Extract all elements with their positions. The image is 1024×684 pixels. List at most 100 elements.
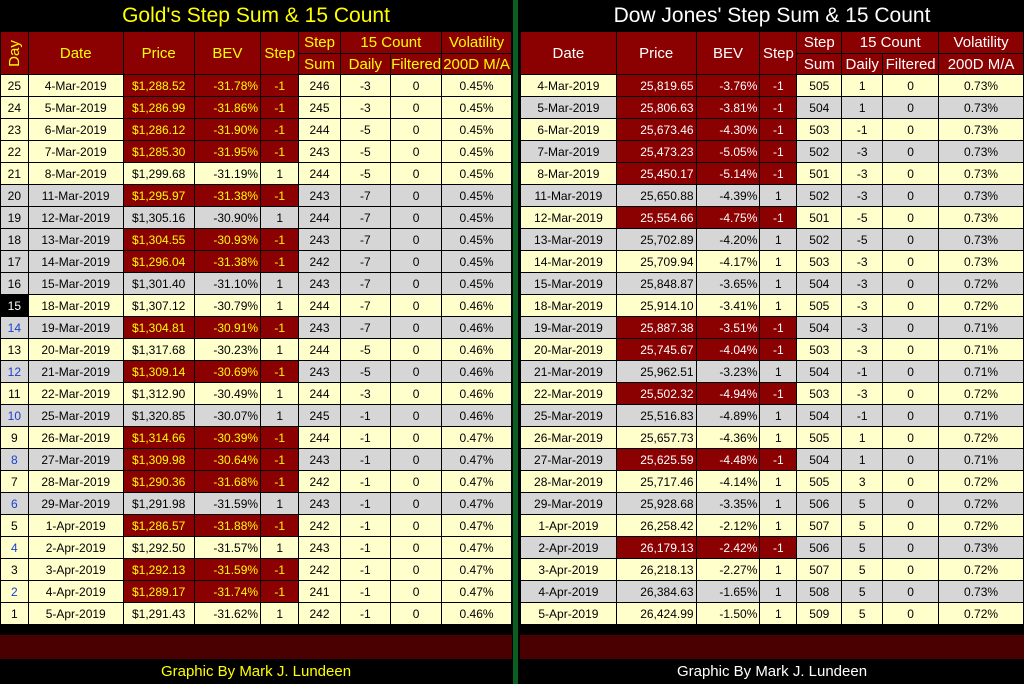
volatility-cell: 0.45% [441, 162, 512, 185]
day-cell: 4 [0, 536, 29, 559]
bev-cell: -4.04% [695, 338, 761, 361]
daily-count-cell: -5 [339, 118, 392, 141]
table-row: 27-Mar-2019 25,625.59 -4.48% -1 504 1 0 0.71% [520, 448, 1024, 471]
step-cell: -1 [759, 338, 798, 361]
step-sum-cell: 506 [796, 536, 843, 559]
volatility-cell: 0.45% [441, 140, 512, 163]
gold-volatility-header-bottom: 200D M/A [441, 53, 512, 75]
step-cell: -1 [260, 118, 300, 141]
table-row: 11 22-Mar-2019 $1,312.90 -30.49% 1 244 -3 0 0.46… [0, 382, 512, 405]
daily-count-cell: -1 [339, 580, 392, 603]
step-cell: -1 [759, 316, 798, 339]
volatility-cell: 0.46% [441, 316, 512, 339]
price-cell: 25,806.63 [615, 96, 697, 119]
filtered-count-cell: 0 [882, 118, 940, 141]
volatility-cell: 0.45% [441, 250, 512, 273]
daily-count-cell: -1 [339, 602, 392, 625]
step-cell: 1 [759, 470, 798, 493]
daily-count-cell: -3 [841, 272, 884, 295]
date-cell: 4-Mar-2019 [520, 74, 617, 97]
bev-cell: -31.59% [193, 558, 262, 581]
dow-step-sum-header-top: Step [796, 31, 843, 54]
gold-table-body: 25 4-Mar-2019 $1,288.52 -31.78% -1 246 -3 0 0.45… [0, 74, 512, 625]
volatility-cell: 0.47% [441, 448, 512, 471]
filtered-count-cell: 0 [882, 470, 940, 493]
gold-step-sum-header-bottom: Sum [298, 53, 341, 75]
step-cell: -1 [260, 580, 300, 603]
price-cell: $1,317.68 [122, 338, 195, 361]
gold-step-sum-header-top: Step [298, 31, 341, 54]
filtered-count-cell: 0 [390, 118, 443, 141]
volatility-cell: 0.73% [938, 228, 1024, 251]
gold-filtered-header: Filtered [390, 53, 443, 75]
date-cell: 15-Mar-2019 [520, 272, 617, 295]
filtered-count-cell: 0 [882, 74, 940, 97]
date-cell: 29-Mar-2019 [27, 492, 124, 515]
filtered-count-cell: 0 [882, 448, 940, 471]
date-cell: 4-Mar-2019 [27, 74, 124, 97]
bev-cell: -31.59% [193, 492, 262, 515]
filtered-count-cell: 0 [882, 338, 940, 361]
daily-count-cell: -7 [339, 272, 392, 295]
step-sum-cell: 241 [298, 580, 341, 603]
step-cell: -1 [260, 74, 300, 97]
volatility-cell: 0.73% [938, 162, 1024, 185]
gold-footer-credit: Graphic By Mark J. Lundeen [0, 659, 512, 684]
price-cell: 25,848.87 [615, 272, 697, 295]
daily-count-cell: -7 [339, 316, 392, 339]
step-cell: 1 [260, 294, 300, 317]
bev-cell: -3.41% [695, 294, 761, 317]
gold-title: Gold's Step Sum & 15 Count [122, 4, 390, 27]
price-cell: $1,312.90 [122, 382, 195, 405]
bev-cell: -31.68% [193, 470, 262, 493]
volatility-cell: 0.45% [441, 184, 512, 207]
bev-cell: -31.78% [193, 74, 262, 97]
filtered-count-cell: 0 [882, 294, 940, 317]
table-row: 5-Mar-2019 25,806.63 -3.81% -1 504 1 0 0.73% [520, 96, 1024, 119]
table-row: 18 13-Mar-2019 $1,304.55 -30.93% -1 243 -7 0 0.4… [0, 228, 512, 251]
volatility-cell: 0.47% [441, 558, 512, 581]
daily-count-cell: -1 [841, 118, 884, 141]
daily-count-cell: -3 [841, 250, 884, 273]
day-cell: 5 [0, 514, 29, 537]
bev-cell: -2.27% [695, 558, 761, 581]
table-row: 19 12-Mar-2019 $1,305.16 -30.90% 1 244 -7 0 0.45… [0, 206, 512, 229]
filtered-count-cell: 0 [390, 96, 443, 119]
step-sum-cell: 244 [298, 162, 341, 185]
table-row: 24 5-Mar-2019 $1,286.99 -31.86% -1 245 -3 0 0.45… [0, 96, 512, 119]
daily-count-cell: -1 [339, 558, 392, 581]
step-sum-cell: 505 [796, 294, 843, 317]
gold-daily-header: Daily [339, 53, 392, 75]
dow-footer-bar [520, 635, 1024, 659]
step-sum-cell: 505 [796, 470, 843, 493]
price-cell: 25,673.46 [615, 118, 697, 141]
date-cell: 18-Mar-2019 [520, 294, 617, 317]
step-cell: 1 [260, 338, 300, 361]
step-cell: 1 [759, 360, 798, 383]
price-cell: $1,286.99 [122, 96, 195, 119]
table-row: 7-Mar-2019 25,473.23 -5.05% -1 502 -3 0 0.73% [520, 140, 1024, 163]
bev-cell: -30.39% [193, 426, 262, 449]
filtered-count-cell: 0 [390, 514, 443, 537]
price-cell: 25,745.67 [615, 338, 697, 361]
date-cell: 14-Mar-2019 [520, 250, 617, 273]
date-cell: 8-Mar-2019 [520, 162, 617, 185]
date-cell: 27-Mar-2019 [27, 448, 124, 471]
day-cell: 8 [0, 448, 29, 471]
table-row: 11-Mar-2019 25,650.88 -4.39% 1 502 -3 0 0.73% [520, 184, 1024, 207]
table-row: 17 14-Mar-2019 $1,296.04 -31.38% -1 242 -7 0 0.4… [0, 250, 512, 273]
date-cell: 19-Mar-2019 [520, 316, 617, 339]
step-cell: -1 [260, 470, 300, 493]
volatility-cell: 0.73% [938, 536, 1024, 559]
bev-cell: -3.35% [695, 492, 761, 515]
filtered-count-cell: 0 [390, 338, 443, 361]
date-cell: 4-Apr-2019 [27, 580, 124, 603]
volatility-cell: 0.46% [441, 294, 512, 317]
step-sum-cell: 243 [298, 360, 341, 383]
filtered-count-cell: 0 [390, 140, 443, 163]
daily-count-cell: 3 [841, 470, 884, 493]
step-cell: 1 [260, 536, 300, 559]
daily-count-cell: -3 [841, 382, 884, 405]
volatility-cell: 0.46% [441, 338, 512, 361]
step-cell: 1 [260, 492, 300, 515]
